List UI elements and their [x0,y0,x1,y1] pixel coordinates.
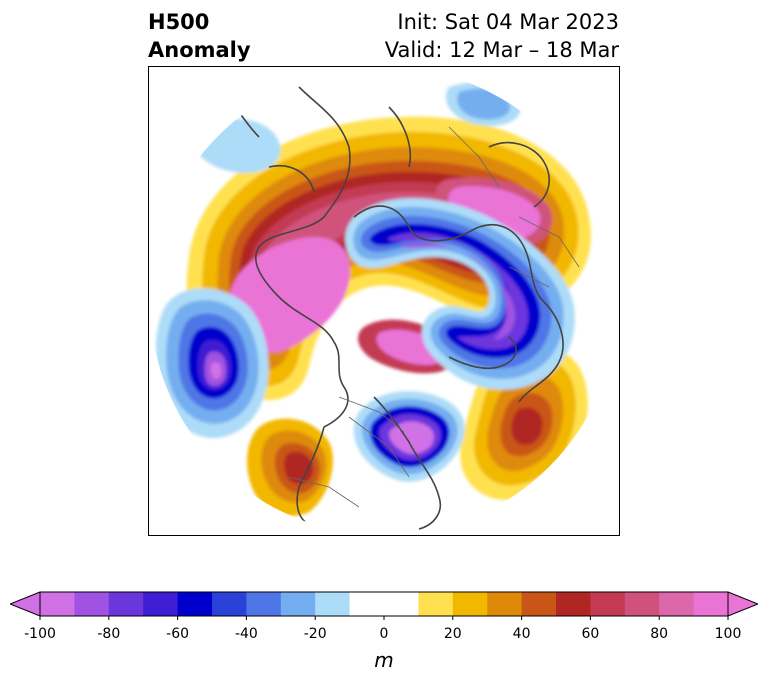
colorbar-swatch [521,592,557,616]
title-variable: H500 [148,10,210,34]
init-date: Init: Sat 04 Mar 2023 [397,10,619,34]
colorbar-swatch [40,592,75,616]
colorbar-swatch [556,592,591,616]
map-canvas [150,67,618,535]
colorbar-swatch [452,592,488,616]
title-right: Init: Sat 04 Mar 2023 Valid: 12 Mar – 18… [385,8,619,64]
colorbar-tick-label: -40 [234,626,258,642]
colorbar-tick-label: 0 [379,626,389,642]
colorbar-tick-label: 80 [650,626,669,642]
colorbar-swatch [590,592,626,616]
colorbar-extend-min [10,591,41,617]
colorbar-swatch [487,592,523,616]
title-left: H500 Anomaly [148,8,251,64]
colorbar-swatch [143,592,179,616]
borders [288,126,580,508]
colorbar-unit-label: m [374,648,394,672]
colorbar-swatch [659,592,695,616]
colorbar-swatch [212,592,247,616]
colorbar-tick-label: 40 [512,626,531,642]
colorbar-swatch [108,592,144,616]
anomaly-field [150,67,618,535]
colorbar-swatch [624,592,660,616]
colorbar-swatch [349,592,385,616]
colorbar-swatch [315,592,351,616]
colorbar-ticks: -100 -80 -60 -40 -20 0 20 40 60 80 100 [0,626,768,646]
valid-range: Valid: 12 Mar – 18 Mar [384,38,619,62]
colorbar-swatch [280,592,316,616]
colorbar-tick-label: -80 [97,626,121,642]
colorbar [10,591,758,620]
colorbar-swatch [418,592,454,616]
colorbar-swatch [384,592,419,616]
colorbar-swatch [246,592,282,616]
colorbar-tick-label: -20 [303,626,327,642]
colorbar-swatch [177,592,213,616]
title-field: Anomaly [148,38,251,62]
colorbar-tick-label: 20 [443,626,462,642]
colorbar-tick-label: 60 [581,626,600,642]
colorbar-swatch [74,592,110,616]
anomaly-map [148,66,620,536]
colorbar-swatch [693,592,729,616]
colorbar-extend-max [727,591,758,617]
colorbar-tick-label: 100 [714,626,742,642]
colorbar-tick-label: -100 [24,626,56,642]
colorbar-tick-label: -60 [166,626,190,642]
